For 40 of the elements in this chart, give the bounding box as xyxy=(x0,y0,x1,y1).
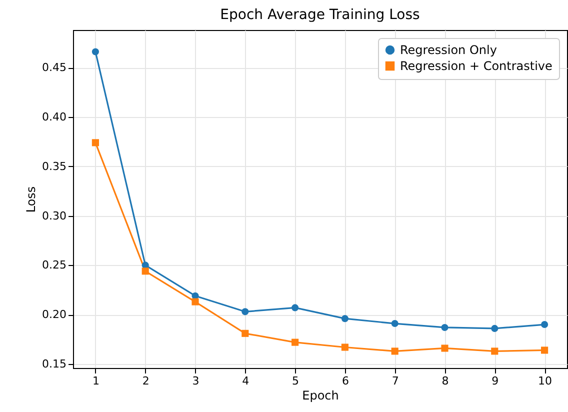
point xyxy=(142,268,149,275)
point xyxy=(92,48,99,56)
y-tick-label: 0.20 xyxy=(42,308,66,322)
y-tick-label: 0.15 xyxy=(42,358,66,371)
x-tick-label: 6 xyxy=(342,374,349,388)
point xyxy=(242,330,249,337)
point xyxy=(292,304,299,312)
y-axis-title: Loss xyxy=(24,186,38,213)
y-tick-label: 0.30 xyxy=(42,209,66,222)
point xyxy=(391,348,398,355)
y-tick-label: 0.35 xyxy=(42,160,66,173)
point xyxy=(391,320,398,328)
point xyxy=(242,308,249,316)
x-tick-label: 9 xyxy=(492,374,499,388)
y-tick-label: 0.45 xyxy=(42,61,66,74)
x-tick-label: 5 xyxy=(292,374,300,388)
x-tick-label: 1 xyxy=(92,374,100,388)
y-tick-label: 0.40 xyxy=(42,110,66,124)
legend-label: Regression + Contrastive xyxy=(400,59,552,73)
point xyxy=(441,324,448,332)
point xyxy=(341,344,348,351)
y-tick-label: 0.25 xyxy=(42,258,66,272)
x-axis-title: Epoch xyxy=(302,388,339,402)
point xyxy=(541,320,548,328)
legend-label: Regression Only xyxy=(400,43,497,57)
x-tick-label: 4 xyxy=(242,374,250,388)
x-tick-label: 2 xyxy=(142,374,150,388)
x-tick-label: 3 xyxy=(192,374,200,388)
x-tick-label: 10 xyxy=(538,374,552,388)
x-tick-label: 8 xyxy=(442,374,449,388)
point xyxy=(441,344,448,352)
x-tick-label: 7 xyxy=(392,374,399,388)
chart-title: Epoch Average Training Loss xyxy=(220,7,420,23)
point xyxy=(491,348,498,355)
point xyxy=(341,315,348,322)
point xyxy=(192,298,199,306)
point xyxy=(491,324,498,332)
point xyxy=(292,338,299,346)
point xyxy=(92,139,99,146)
point xyxy=(541,346,548,354)
